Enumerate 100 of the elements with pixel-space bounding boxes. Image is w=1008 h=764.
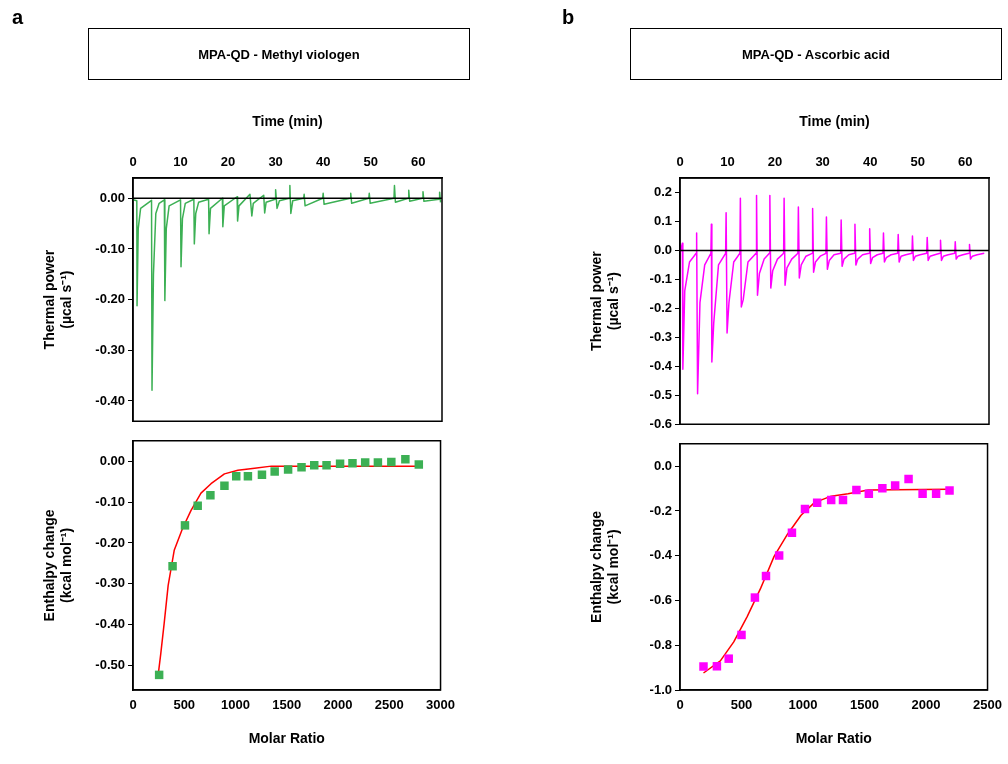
y-tick-label: -0.20 bbox=[95, 534, 125, 550]
point bbox=[168, 561, 177, 571]
y-tick-label: 0.0 bbox=[653, 241, 672, 257]
y-tick-label: -0.50 bbox=[95, 657, 125, 673]
y-tick-label: -0.1 bbox=[649, 270, 672, 286]
x-tick-label: 500 bbox=[730, 697, 753, 713]
x-axis-title: Time (min) bbox=[799, 113, 870, 130]
x-tick-label: 2000 bbox=[323, 697, 353, 713]
x-tick-label: 0 bbox=[676, 697, 684, 713]
text: a bbox=[12, 6, 24, 29]
point bbox=[231, 472, 241, 481]
point bbox=[387, 457, 396, 467]
point bbox=[297, 463, 306, 472]
point bbox=[283, 465, 293, 474]
point bbox=[401, 454, 410, 464]
x-tick-label: 1500 bbox=[272, 697, 302, 713]
point bbox=[322, 461, 331, 470]
point bbox=[310, 461, 319, 470]
point bbox=[206, 490, 215, 500]
y-tick-label: -0.4 bbox=[649, 547, 673, 563]
y-tick-label: -0.2 bbox=[649, 502, 672, 518]
x-axis-title: Time (min) bbox=[252, 113, 323, 130]
y-tick-label: 0.1 bbox=[653, 213, 672, 229]
y-tick-label: -0.4 bbox=[649, 357, 673, 373]
x-tick-label: 30 bbox=[268, 153, 283, 169]
x-tick-label: 10 bbox=[720, 153, 735, 169]
chart-title: MPA-QD - Methyl viologen bbox=[88, 28, 470, 80]
point bbox=[852, 485, 861, 495]
point bbox=[193, 501, 202, 510]
x-tick-label: 60 bbox=[411, 153, 426, 169]
y-tick-label: -0.6 bbox=[649, 415, 672, 431]
y-tick-label: -0.8 bbox=[649, 636, 672, 652]
x-tick-label: 2500 bbox=[973, 697, 1002, 713]
y-tick-label: -0.20 bbox=[95, 291, 125, 307]
point bbox=[180, 521, 190, 530]
y-tick-label: -0.40 bbox=[95, 616, 125, 632]
x-tick-label: 2000 bbox=[911, 697, 941, 713]
point bbox=[243, 472, 253, 481]
x-tick-label: 50 bbox=[910, 153, 925, 169]
point bbox=[931, 489, 941, 498]
point bbox=[890, 481, 900, 490]
x-tick-label: 500 bbox=[173, 697, 196, 713]
y-tick-label: -0.5 bbox=[649, 386, 672, 402]
x-tick-label: 1000 bbox=[221, 697, 250, 713]
x-tick-label: 0 bbox=[129, 697, 137, 713]
x-tick-label: 40 bbox=[862, 153, 878, 169]
y-tick-label: -0.6 bbox=[649, 592, 672, 608]
x-tick-label: 0 bbox=[129, 153, 137, 169]
x-tick-label: 50 bbox=[363, 153, 378, 169]
point bbox=[699, 662, 708, 671]
x-tick-label: 30 bbox=[815, 153, 830, 169]
y-tick-label: -0.40 bbox=[95, 392, 125, 408]
point bbox=[270, 467, 279, 476]
x-tick-label: 10 bbox=[173, 153, 188, 169]
y-tick-label: -0.3 bbox=[649, 328, 672, 344]
text: b bbox=[562, 6, 575, 29]
point bbox=[360, 458, 370, 467]
x-tick-label: 60 bbox=[958, 153, 973, 169]
point bbox=[712, 662, 722, 671]
x-tick-label: 20 bbox=[220, 153, 236, 169]
point bbox=[724, 654, 733, 663]
y-tick-label: 0.00 bbox=[99, 452, 125, 468]
y-tick-label: -0.30 bbox=[95, 341, 125, 357]
y-tick-label: -0.10 bbox=[95, 240, 125, 256]
point bbox=[335, 459, 345, 468]
point bbox=[878, 484, 887, 493]
point bbox=[414, 460, 424, 469]
y-tick-label: -0.30 bbox=[95, 575, 125, 591]
point bbox=[812, 498, 822, 507]
x-tick-label: 1500 bbox=[850, 697, 879, 713]
x-axis-title: Molar Ratio bbox=[248, 730, 325, 747]
x-tick-label: 2500 bbox=[374, 697, 404, 713]
y-tick-label: 0.0 bbox=[653, 457, 672, 473]
x-tick-label: 3000 bbox=[426, 697, 455, 713]
y-tick-label: -0.2 bbox=[649, 299, 672, 315]
x-axis-title: Molar Ratio bbox=[795, 730, 872, 747]
x-tick-label: 40 bbox=[315, 153, 331, 169]
point bbox=[774, 551, 784, 560]
y-axis-title: Enthalpy change (kcal mol⁻¹) bbox=[588, 510, 622, 623]
y-tick-label: 0.2 bbox=[653, 184, 672, 200]
point bbox=[787, 528, 797, 537]
point bbox=[257, 470, 267, 479]
chart-title: MPA-QD - Ascorbic acid bbox=[630, 28, 1002, 80]
point bbox=[220, 481, 229, 490]
x-tick-label: 20 bbox=[767, 153, 783, 169]
x-tick-label: 1000 bbox=[788, 697, 818, 713]
y-tick-label: 0.00 bbox=[99, 189, 125, 205]
point bbox=[945, 486, 954, 495]
point bbox=[373, 458, 383, 467]
y-tick-label: -0.10 bbox=[95, 493, 125, 509]
point bbox=[750, 593, 760, 602]
point bbox=[864, 489, 874, 498]
y-axis-title: Thermal power (µcal s⁻¹) bbox=[41, 249, 75, 350]
point bbox=[904, 474, 913, 484]
y-axis-title: Thermal power (µcal s⁻¹) bbox=[588, 250, 622, 351]
point bbox=[348, 459, 357, 468]
y-tick-label: -1.0 bbox=[649, 681, 672, 697]
y-axis-title: Enthalpy change (kcal mol⁻¹) bbox=[41, 509, 75, 622]
point bbox=[918, 489, 927, 498]
x-tick-label: 0 bbox=[676, 153, 684, 169]
